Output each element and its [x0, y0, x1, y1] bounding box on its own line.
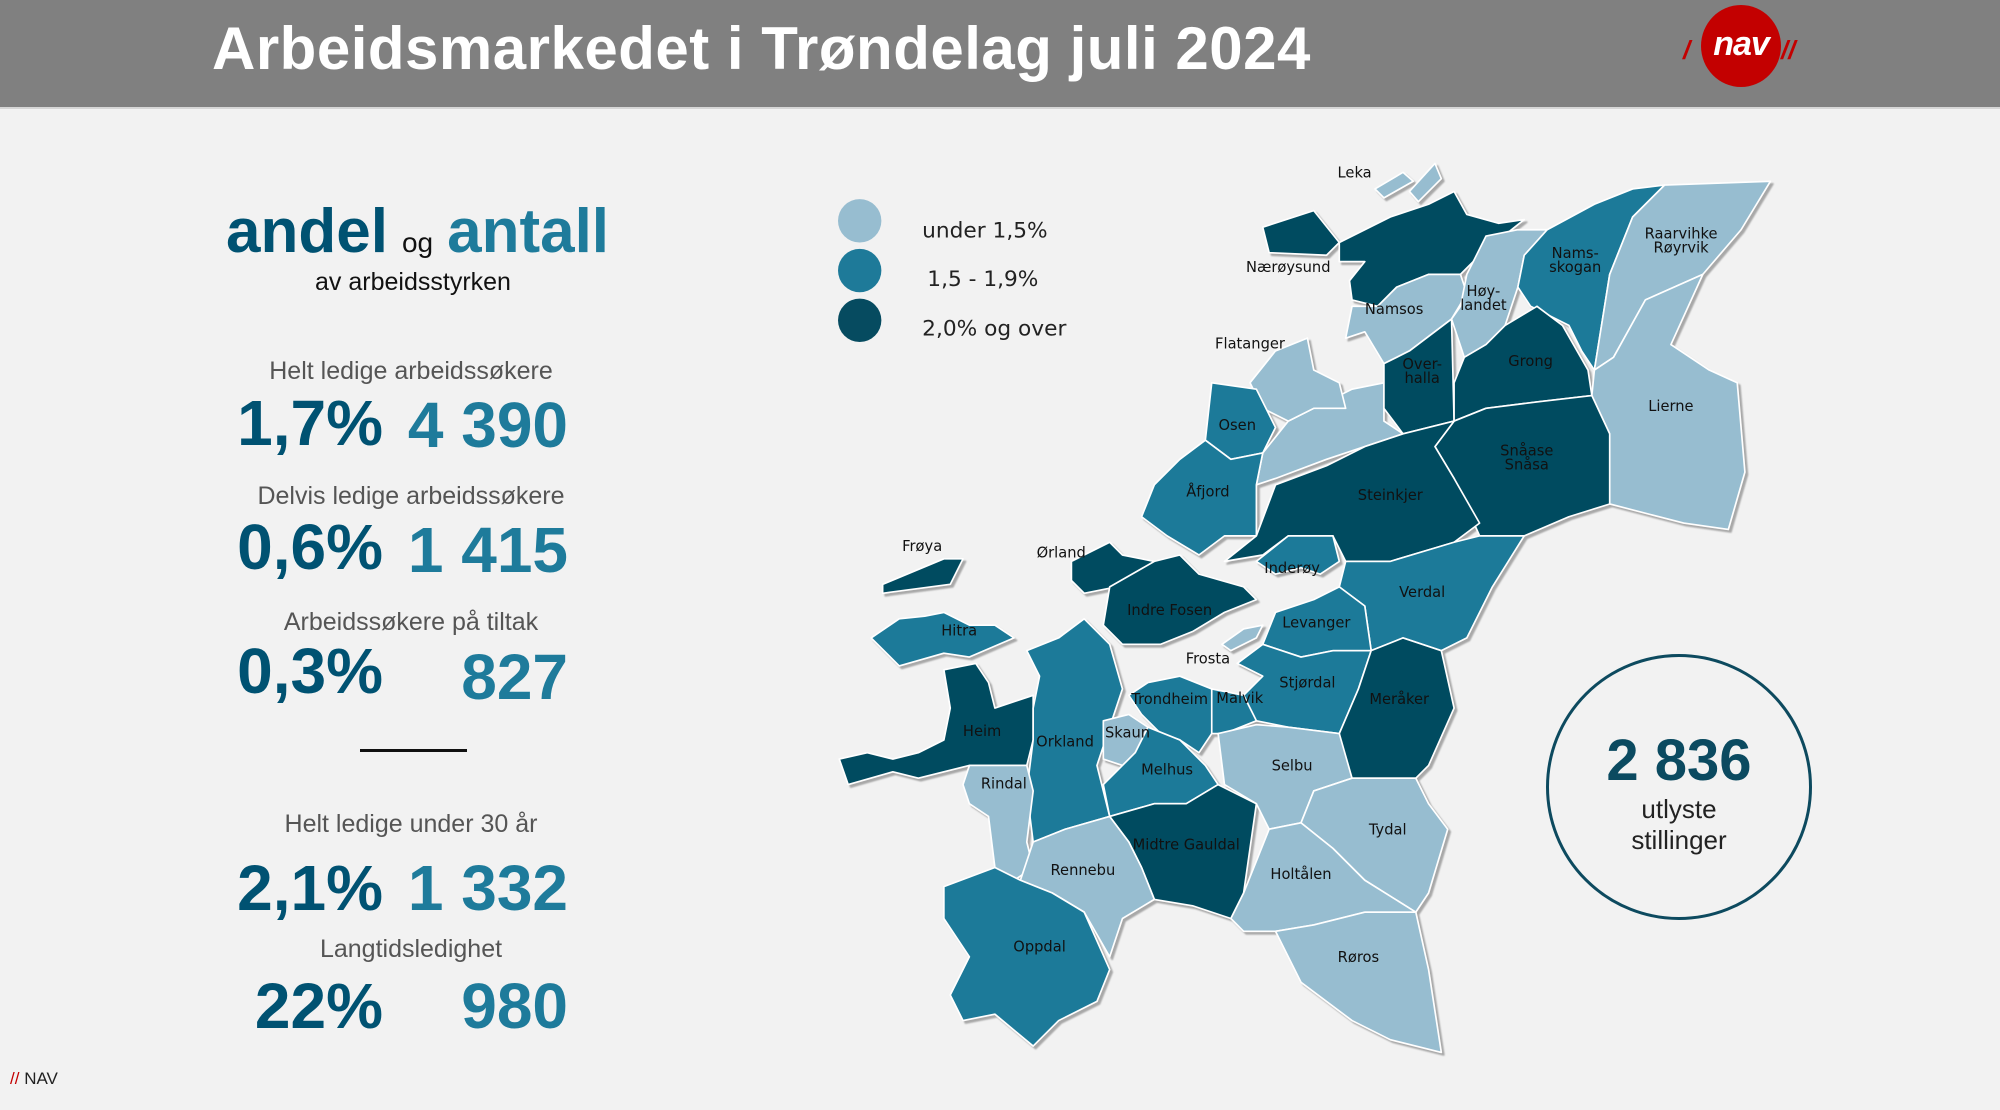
municipality-label: Nærøysund	[1246, 259, 1331, 276]
municipality-label: Malvik	[1216, 690, 1263, 707]
municipality-namsos	[1344, 273, 1468, 365]
municipality-åfjord	[1140, 439, 1264, 556]
municipality-leka	[1374, 171, 1415, 199]
legend-swatch-high	[838, 298, 882, 342]
stat-label: Langtidsledighet	[319, 935, 503, 963]
municipality-label: Rindal	[981, 775, 1027, 792]
stat-percent: 1,7%	[237, 387, 383, 459]
legend-swatch-mid	[838, 248, 882, 293]
stat-percent: 22%	[254, 970, 383, 1042]
municipality-label: Nams-skogan	[1549, 245, 1601, 276]
municipality-label: Lierne	[1648, 398, 1693, 415]
municipality-label: Selbu	[1272, 758, 1313, 775]
municipality-label: Over-halla	[1402, 356, 1442, 387]
municipality-label: Flatanger	[1215, 335, 1286, 352]
nav-logo: / nav //	[1681, 5, 1801, 87]
legend-label: 1,5 - 1,9%	[927, 267, 1038, 292]
municipality-heim	[838, 662, 1034, 786]
municipality-lierne	[1591, 273, 1746, 531]
municipality-label: Stjørdal	[1279, 675, 1335, 692]
municipality-nærøysund	[1338, 190, 1526, 308]
municipality-frosta	[1221, 624, 1264, 652]
municipality-label: Frosta	[1186, 650, 1230, 667]
municipality-label: Hitra	[941, 622, 977, 639]
stat-label: Arbeidssøkere på tiltak	[283, 608, 539, 636]
nav-logo-text: nav	[1713, 25, 1770, 63]
map-legend: under 1,5% 1,5 - 1,9% 2,0% og over	[838, 199, 1066, 342]
municipality-inderøy	[1255, 535, 1341, 575]
municipality-label: Levanger	[1282, 615, 1351, 632]
legend-label: 2,0% og over	[922, 317, 1066, 342]
municipality-label: Steinkjer	[1358, 487, 1424, 504]
stat-count: 1 415	[407, 514, 568, 586]
nav-logo-disc	[1701, 5, 1781, 87]
heading-andel: andel	[226, 197, 388, 266]
municipality-label: Oppdal	[1013, 939, 1065, 956]
stat-count: 827	[461, 641, 568, 713]
municipality-label: Orkland	[1036, 733, 1094, 750]
municipality-label: Heim	[963, 723, 1001, 740]
municipality-label: Raarvihke Røyrvik	[1645, 226, 1718, 257]
heading-og: og	[401, 227, 434, 258]
municipality-nærøysund	[1261, 209, 1341, 257]
divider	[360, 749, 467, 752]
footer: // NAV	[10, 1069, 58, 1089]
municipality-indre-fosen	[1102, 554, 1258, 646]
municipality-label: Verdal	[1399, 584, 1445, 601]
municipality-label: Leka	[1338, 164, 1372, 181]
legend-swatch-low	[838, 199, 882, 243]
stat-count: 4 390	[407, 389, 568, 461]
stat-count: 980	[461, 970, 568, 1042]
municipality-frøya	[881, 557, 964, 595]
page-title: Arbeidsmarkedet i Trøndelag juli 2024	[212, 15, 1311, 82]
municipality-malvik	[1210, 688, 1258, 735]
municipality-røros	[1274, 911, 1443, 1054]
municipality-label: Røros	[1338, 949, 1379, 966]
municipality-label: Skaun	[1105, 724, 1150, 741]
municipality-label: Namsos	[1365, 301, 1423, 318]
municipality-label: Meråker	[1369, 691, 1430, 708]
stats-heading: andel og antall	[226, 196, 609, 267]
vacancies-label-2: stillinger	[1631, 825, 1727, 855]
vacancies-circle: 2 836 utlyste stillinger	[1546, 654, 1812, 920]
municipality-steinkjer	[1223, 420, 1481, 563]
footer-slashes: //	[10, 1069, 20, 1088]
municipality-grong	[1453, 305, 1593, 422]
municipality-label: Ørland	[1037, 545, 1086, 562]
municipality-label: Trondheim	[1130, 691, 1208, 708]
municipality-label: Grong	[1508, 353, 1553, 370]
stat-label: Helt ledige under 30 år	[284, 810, 538, 838]
stat-percent: 0,6%	[237, 511, 383, 583]
municipality-label: Inderøy	[1264, 560, 1320, 577]
municipality-leka	[1408, 162, 1443, 203]
footer-text: NAV	[24, 1069, 58, 1088]
stat-percent: 2,1%	[237, 852, 383, 924]
municipality-label: Tydal	[1368, 821, 1407, 838]
vacancies-count: 2 836	[1606, 728, 1752, 793]
municipality-label: Høy-landet	[1460, 283, 1507, 314]
municipality-label: Indre Fosen	[1127, 602, 1212, 619]
municipality-hitra	[870, 611, 1015, 667]
municipality-label: Midtre Gauldal	[1133, 837, 1240, 854]
stat-label: Delvis ledige arbeidssøkere	[257, 482, 565, 510]
municipality-label: Osen	[1219, 417, 1256, 434]
heading-subtitle: av arbeidsstyrken	[315, 268, 511, 296]
municipality-label: Frøya	[902, 538, 942, 555]
legend-label: under 1,5%	[922, 218, 1047, 243]
municipality-label: Melhus	[1141, 761, 1193, 778]
municipality-label: Snåase Snåsa	[1500, 443, 1553, 474]
municipality-label: Åfjord	[1186, 483, 1229, 500]
header-bar: Arbeidsmarkedet i Trøndelag juli 2024 / …	[0, 0, 2000, 109]
vacancies-label-1: utlyste	[1641, 794, 1717, 824]
heading-antall: antall	[447, 197, 610, 266]
municipality-label: Rennebu	[1051, 862, 1116, 879]
municipality-oppdal	[943, 866, 1111, 1047]
stat-percent: 0,3%	[237, 635, 383, 707]
logo-slash-right: //	[1781, 35, 1796, 65]
logo-slash-left: /	[1683, 35, 1691, 65]
stat-count: 1 332	[407, 852, 568, 924]
municipality-label: Holtålen	[1270, 866, 1331, 883]
stat-label: Helt ledige arbeidssøkere	[269, 357, 553, 385]
